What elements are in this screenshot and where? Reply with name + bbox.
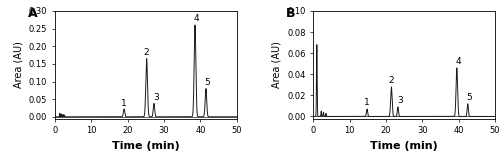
Text: 1: 1	[364, 98, 370, 107]
X-axis label: Time (min): Time (min)	[370, 141, 438, 151]
Y-axis label: Area (AU): Area (AU)	[14, 41, 24, 88]
Text: 4: 4	[194, 14, 199, 23]
Text: 1: 1	[121, 99, 127, 108]
Text: A: A	[28, 7, 38, 20]
Text: 5: 5	[466, 93, 472, 102]
Text: B: B	[286, 7, 296, 20]
Text: 5: 5	[204, 78, 210, 87]
Text: 3: 3	[153, 93, 159, 102]
Text: 4: 4	[455, 57, 460, 66]
Text: 2: 2	[144, 48, 150, 57]
X-axis label: Time (min): Time (min)	[112, 141, 180, 151]
Text: 2: 2	[388, 76, 394, 85]
Text: 3: 3	[397, 96, 403, 105]
Y-axis label: Area (AU): Area (AU)	[272, 41, 281, 88]
